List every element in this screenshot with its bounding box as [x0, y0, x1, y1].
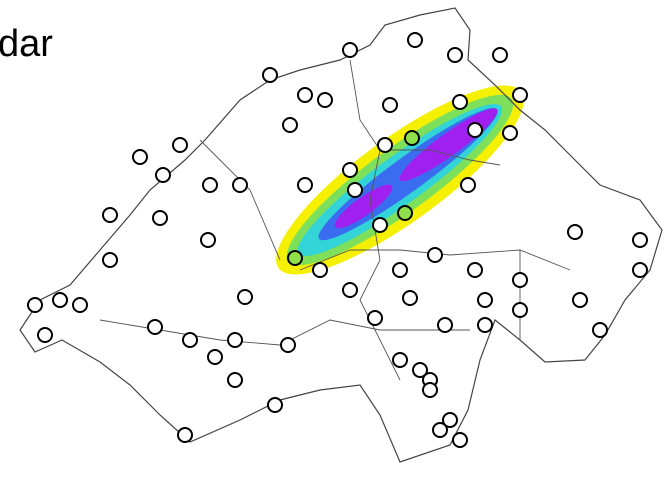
- station: [468, 263, 482, 277]
- station: [633, 233, 647, 247]
- station: [393, 353, 407, 367]
- station: [268, 398, 282, 412]
- station: [178, 428, 192, 442]
- station: [633, 263, 647, 277]
- station: [448, 48, 462, 62]
- station: [38, 328, 52, 342]
- station: [403, 291, 417, 305]
- station: [173, 138, 187, 152]
- map: dar: [0, 0, 667, 478]
- station: [288, 251, 302, 265]
- station: [493, 48, 507, 62]
- station: [453, 95, 467, 109]
- station: [53, 293, 67, 307]
- station: [318, 93, 332, 107]
- station: [208, 350, 222, 364]
- station: [343, 283, 357, 297]
- station: [283, 118, 297, 132]
- station: [373, 218, 387, 232]
- station: [568, 225, 582, 239]
- station: [453, 433, 467, 447]
- station: [156, 168, 170, 182]
- station: [513, 303, 527, 317]
- station: [383, 98, 397, 112]
- station: [573, 293, 587, 307]
- station: [103, 253, 117, 267]
- station: [28, 298, 42, 312]
- station: [201, 233, 215, 247]
- station: [423, 383, 437, 397]
- station: [368, 311, 382, 325]
- title: dar: [0, 23, 53, 65]
- station: [238, 290, 252, 304]
- station: [408, 33, 422, 47]
- station: [428, 248, 442, 262]
- station: [343, 43, 357, 57]
- station: [503, 126, 517, 140]
- station: [478, 318, 492, 332]
- station: [438, 318, 452, 332]
- station: [413, 363, 427, 377]
- station: [298, 178, 312, 192]
- station: [468, 123, 482, 137]
- station: [133, 150, 147, 164]
- station: [393, 263, 407, 277]
- station: [73, 298, 87, 312]
- station: [183, 333, 197, 347]
- station: [593, 323, 607, 337]
- station: [298, 88, 312, 102]
- station: [313, 263, 327, 277]
- station: [343, 163, 357, 177]
- station: [103, 208, 117, 222]
- station: [233, 178, 247, 192]
- station: [153, 211, 167, 225]
- station: [405, 131, 419, 145]
- station: [263, 68, 277, 82]
- station: [378, 138, 392, 152]
- station: [228, 333, 242, 347]
- station: [478, 293, 492, 307]
- station: [433, 423, 447, 437]
- station: [228, 373, 242, 387]
- station: [348, 183, 362, 197]
- station: [281, 338, 295, 352]
- station: [461, 178, 475, 192]
- station: [513, 88, 527, 102]
- station: [398, 206, 412, 220]
- station: [203, 178, 217, 192]
- station: [513, 273, 527, 287]
- station: [148, 320, 162, 334]
